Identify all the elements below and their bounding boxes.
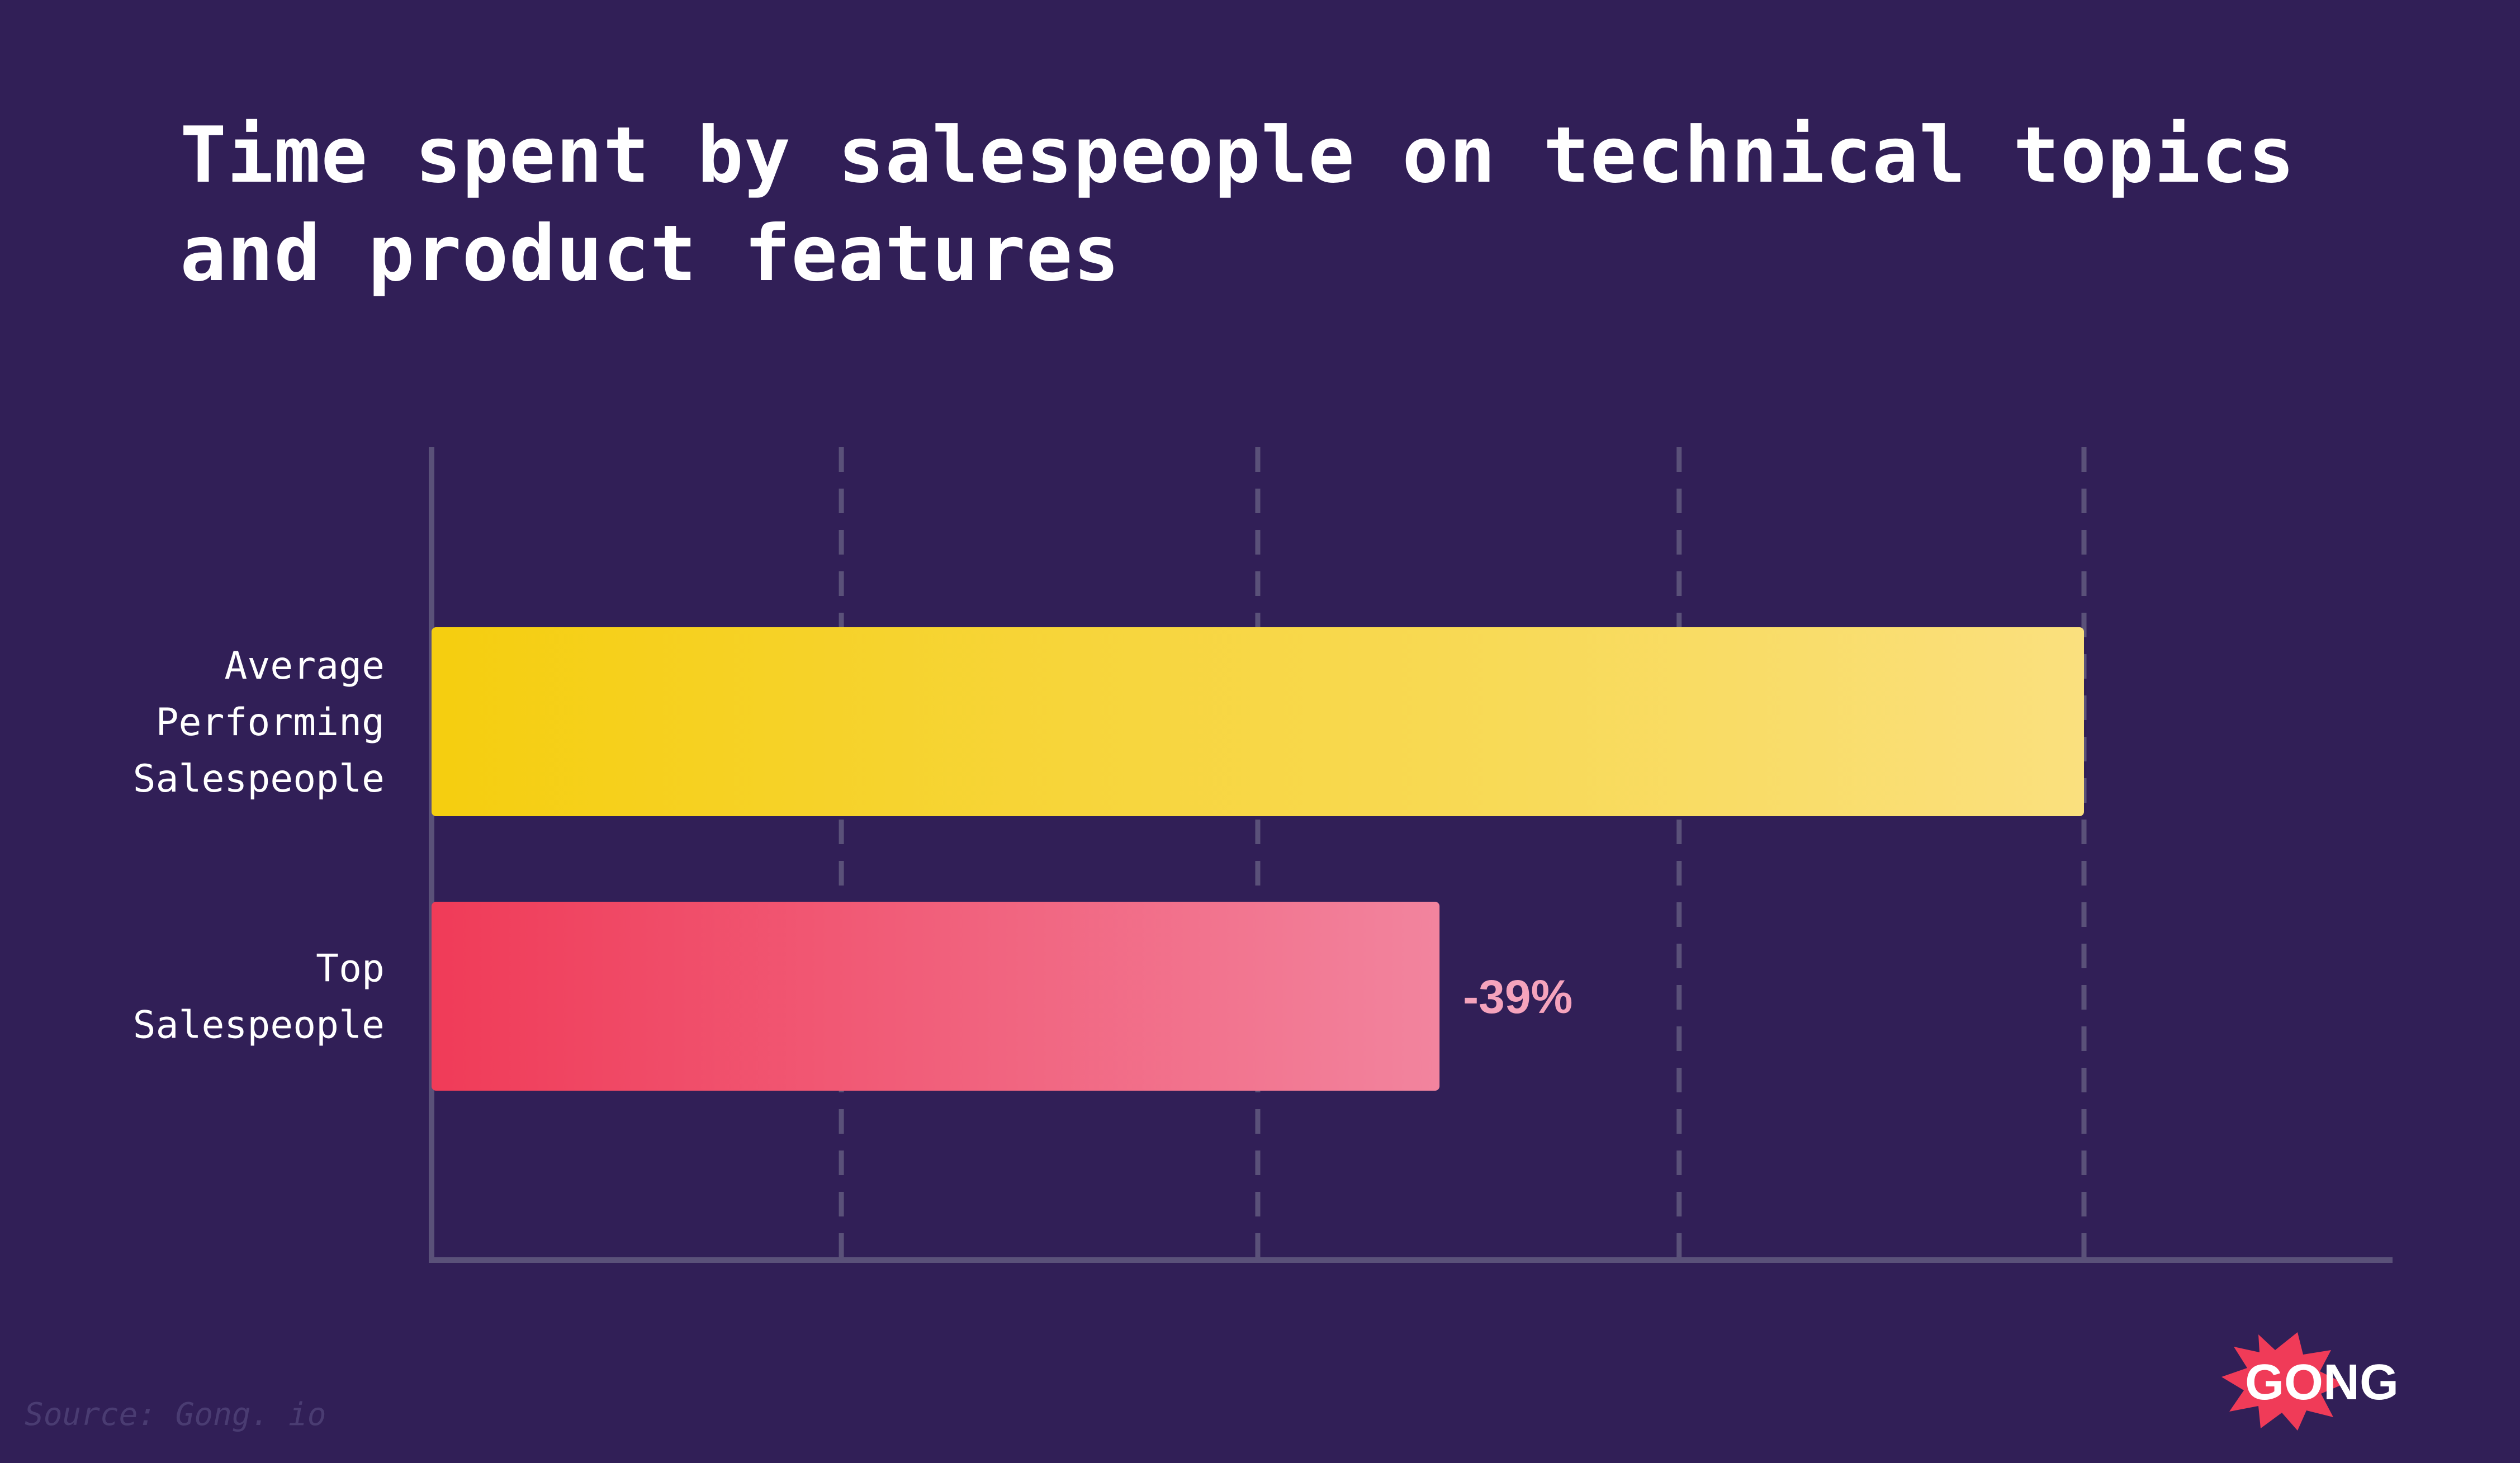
burst-icon	[2221, 1332, 2344, 1431]
data-labels: -39%	[1463, 970, 1572, 1023]
category-label-line: Average	[224, 644, 385, 688]
source-note: Source: Gong. io	[25, 1396, 326, 1433]
bar	[432, 902, 1440, 1091]
grid-lines	[839, 447, 2087, 1260]
category-label-line: Performing	[156, 700, 385, 745]
category-labels: Average Performing Salespeople Top Salespeop…	[133, 644, 385, 1048]
category-label: Top Salespeople	[133, 947, 385, 1048]
gong-logo: GONG	[2221, 1332, 2399, 1431]
category-label-line: Top	[316, 947, 385, 991]
bars	[432, 627, 2084, 1091]
chart-title: Time spent by salespeople on technical t…	[180, 110, 2295, 299]
bar	[432, 627, 2084, 816]
category-label: Average Performing Salespeople	[133, 644, 385, 801]
axes	[429, 447, 2393, 1263]
category-label-line: Salespeople	[133, 757, 385, 801]
data-label: -39%	[1463, 970, 1572, 1023]
category-label-line: Salespeople	[133, 1003, 385, 1048]
brand-wordmark: GONG	[2245, 1355, 2399, 1410]
